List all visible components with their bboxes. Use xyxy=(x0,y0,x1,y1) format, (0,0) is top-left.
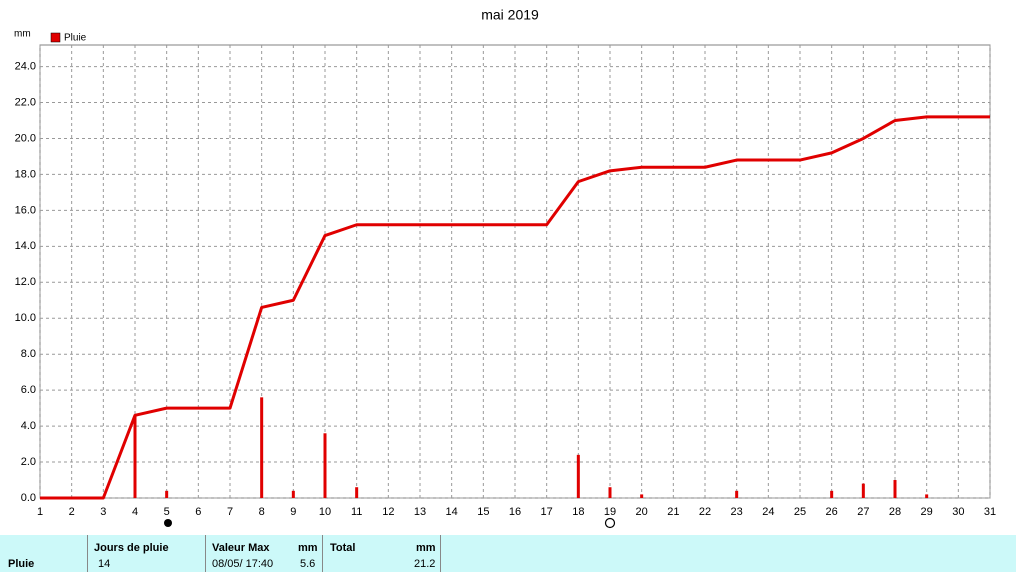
x-tick-label: 18 xyxy=(572,506,584,518)
y-tick-label: 0.0 xyxy=(21,492,36,504)
bar xyxy=(260,397,264,498)
x-tick-label: 23 xyxy=(731,506,743,518)
chart: mai 2019 mm Pluie 0.0 2.0 4.0 6.0 8.0 10.0 12.… xyxy=(14,7,996,529)
table-value: 21.2 xyxy=(414,558,436,570)
bar xyxy=(323,433,327,498)
table-header: Valeur Max xyxy=(212,542,270,554)
y-tick-label: 20.0 xyxy=(15,132,36,144)
y-tick-label: 18.0 xyxy=(15,168,36,180)
x-tick-label: 2 xyxy=(69,506,75,518)
y-tick-label: 6.0 xyxy=(21,384,36,396)
x-tick-label: 31 xyxy=(984,506,996,518)
x-tick-label: 3 xyxy=(100,506,106,518)
bar xyxy=(640,494,644,498)
table-value: 14 xyxy=(98,558,111,570)
y-tick-label: 2.0 xyxy=(21,456,36,468)
x-tick-label: 13 xyxy=(414,506,426,518)
table-header: mm xyxy=(298,542,318,554)
y-tick-label: 16.0 xyxy=(15,204,36,216)
bar xyxy=(925,494,929,498)
y-tick-label: 22.0 xyxy=(15,96,36,108)
x-tick-label: 20 xyxy=(636,506,648,518)
x-tick-label: 11 xyxy=(351,506,362,518)
full-moon-icon xyxy=(604,517,616,529)
x-tick-label: 19 xyxy=(604,506,616,518)
x-tick-label: 28 xyxy=(889,506,901,518)
x-tick-label: 21 xyxy=(667,506,679,518)
x-tick-label: 29 xyxy=(921,506,933,518)
chart-title: mai 2019 xyxy=(481,7,539,23)
row-label: Pluie xyxy=(8,558,35,570)
x-tick-label: 9 xyxy=(290,506,296,518)
x-tick-label: 4 xyxy=(132,506,138,518)
bar xyxy=(291,490,295,498)
legend-swatch xyxy=(50,32,61,43)
bar xyxy=(608,487,612,498)
y-tick-label: 10.0 xyxy=(15,312,36,324)
bar xyxy=(165,490,169,498)
x-tick-label: 22 xyxy=(699,506,711,518)
y-tick-label: 14.0 xyxy=(15,240,36,252)
table-header: Jours de pluie xyxy=(94,542,169,554)
x-tick-label: 12 xyxy=(382,506,394,518)
x-tick-label: 16 xyxy=(509,506,521,518)
x-tick-label: 15 xyxy=(477,506,489,518)
table-cell xyxy=(0,535,88,572)
table-header: mm xyxy=(416,542,436,554)
y-tick-label: 12.0 xyxy=(15,276,36,288)
x-tick-label: 24 xyxy=(762,506,774,518)
table-cell xyxy=(88,535,206,572)
x-tick-label: 5 xyxy=(164,506,170,518)
y-tick-label: 24.0 xyxy=(15,60,36,72)
x-tick-label: 26 xyxy=(826,506,838,518)
x-tick-label: 1 xyxy=(37,506,43,518)
bar xyxy=(133,415,137,498)
x-tick-label: 10 xyxy=(319,506,331,518)
table-cell xyxy=(206,535,323,572)
x-tick-label: 17 xyxy=(541,506,553,518)
x-tick-label: 14 xyxy=(446,506,458,518)
table-header: Total xyxy=(330,542,356,554)
x-tick-label: 7 xyxy=(227,506,233,518)
new-moon-icon xyxy=(164,519,172,527)
y-tick-label: 8.0 xyxy=(21,348,36,360)
bar xyxy=(576,454,580,498)
x-tick-label: 8 xyxy=(259,506,265,518)
x-tick-label: 25 xyxy=(794,506,806,518)
x-tick-label: 6 xyxy=(195,506,201,518)
bar xyxy=(861,483,865,498)
bar xyxy=(735,490,739,498)
legend-label: Pluie xyxy=(64,33,87,44)
table-value: 5.6 xyxy=(300,558,316,570)
table-value: 08/05/ 17:40 xyxy=(212,558,274,570)
x-tick-label: 30 xyxy=(952,506,964,518)
line xyxy=(40,115,990,500)
y-tick-label: 4.0 xyxy=(21,420,36,432)
bar xyxy=(830,490,834,498)
bar xyxy=(355,487,359,498)
summary-table: Pluie Jours de pluie Valeur Max mm Total… xyxy=(0,535,1016,572)
bar xyxy=(893,480,897,498)
y-unit: mm xyxy=(14,29,31,40)
table-cell xyxy=(323,535,441,572)
x-tick-label: 27 xyxy=(857,506,869,518)
